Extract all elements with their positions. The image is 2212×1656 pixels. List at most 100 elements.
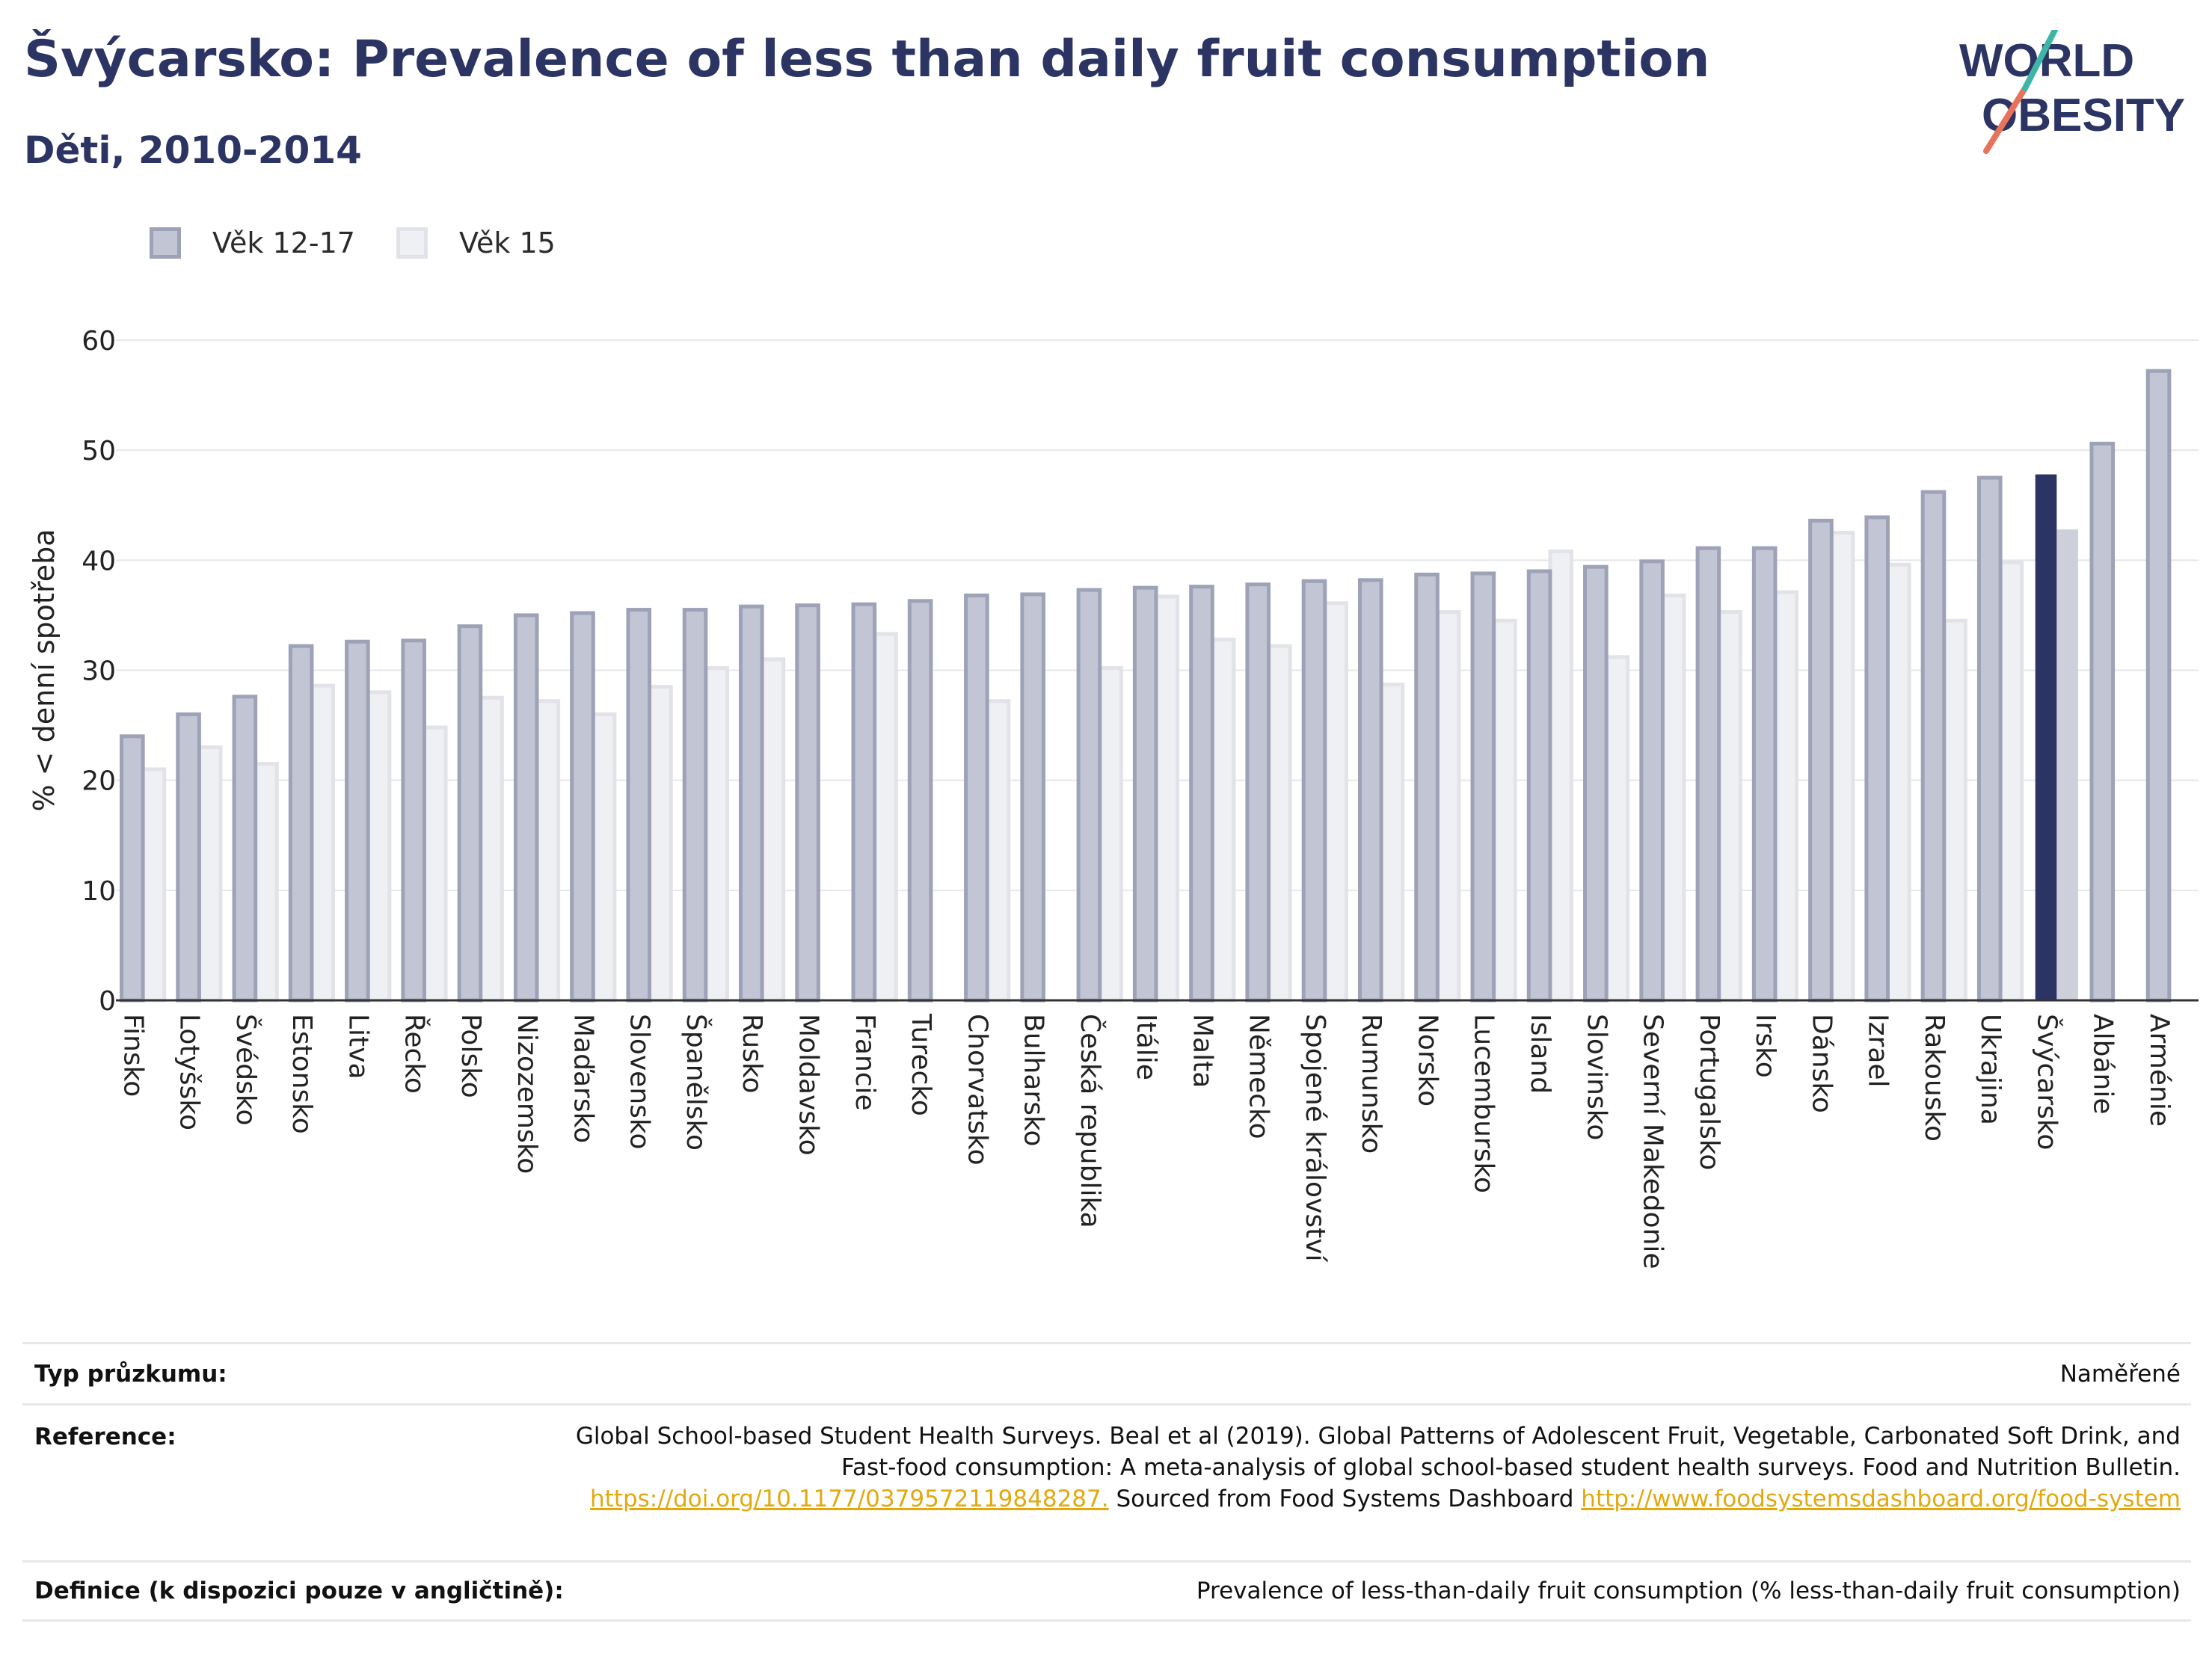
footer-label-definition: Definice (k dispozici pouze v angličtině… [34,1577,564,1604]
bar-series1 [570,611,595,1003]
bar-series1 [964,593,989,1003]
bar-series1 [1132,585,1158,1003]
x-tick-label: Island [1525,1014,1555,1094]
bar-series2 [985,699,1011,1003]
legend-item-series2[interactable]: Věk 15 [396,227,556,259]
y-tick-label: 20 [82,766,116,797]
y-tick-label: 40 [82,546,116,576]
bar-series1 [1470,571,1496,1003]
footer-row-survey-type: Typ průzkumu: Naměřené [22,1342,2191,1403]
bar-series2 [1829,531,1855,1003]
bar-series1 [1808,518,1834,1003]
reference-text: Global School-based Student Health Surve… [575,1423,2181,1481]
x-tick-label: Lucembursko [1469,1014,1499,1193]
bar-series1 [1583,564,1609,1003]
chart-footer: Typ průzkumu: Naměřené Reference: Global… [22,1342,2191,1622]
x-tick-label: Finsko [117,1014,148,1097]
bar-series1 [345,639,370,1003]
bar-series2 [1492,618,1517,1003]
x-tick-label: Maďarsko [568,1014,598,1143]
page-title: Švýcarsko: Prevalence of less than daily… [24,30,1710,89]
bar-series2 [2056,529,2078,1000]
footer-value-definition: Prevalence of less-than-daily fruit cons… [1196,1577,2181,1604]
footer-label-reference: Reference: [34,1423,176,1450]
x-tick-label: Arménie [2144,1014,2175,1127]
bar-series2 [1717,610,1742,1003]
x-tick-label: Dánsko [1806,1014,1837,1113]
bar-series2 [1998,560,2024,1003]
bar-series2 [1267,644,1292,1003]
x-tick-label: Litva [342,1014,373,1080]
x-tick-label: Irsko [1750,1014,1781,1078]
x-tick-label: Francie [850,1014,880,1111]
x-tick-label: Turecko [906,1013,936,1116]
y-tick-label: 10 [82,876,116,907]
bar-series1 [1695,546,1721,1003]
bar-series1 [401,638,426,1003]
bar-series2 [141,767,167,1003]
y-axis-label: % < denní spotřeba [28,529,61,811]
x-tick-label: Rusko [737,1014,767,1094]
bar-series2 [1660,593,1686,1003]
bar-series1 [1020,592,1045,1003]
bar-series1 [288,644,314,1003]
x-tick-label: Rakousko [1919,1014,1950,1142]
x-tick-label: Moldavsko [793,1014,824,1156]
bar-series2 [873,632,898,1003]
bar-series2 [1548,550,1573,1003]
x-tick-label: Řecko [399,1014,431,1094]
bar-series2 [704,666,729,1003]
x-tick-label: Švýcarsko [2031,1014,2062,1150]
x-tick-label: Estonsko [286,1014,317,1134]
y-tick-label: 50 [82,436,116,467]
x-tick-label: Itálie [1131,1014,1161,1080]
footer-value-survey-type: Naměřené [2059,1360,2181,1388]
bar-series1 [1357,578,1383,1003]
bar-series1 [1189,585,1214,1003]
bar-series2 [1773,590,1799,1003]
bar-series1 [513,613,539,1003]
x-tick-label: Španělsko [681,1014,712,1151]
bar-series2 [760,657,786,1003]
x-tick-label: Norsko [1412,1014,1443,1106]
bar-series1 [1976,475,2003,1003]
bar-chart: 0 10 20 30 40 50 60 % < denní spotřeba Finsko Lot… [28,326,2199,1269]
x-tick-label: Izrael [1863,1014,1893,1088]
bar-series1 [682,608,708,1003]
world-obesity-logo: WORLD OBESITY [1959,30,2185,154]
bar-series2 [1154,594,1180,1003]
y-tick-label: 0 [99,986,116,1017]
bar-series2 [1942,618,1967,1003]
bar-series2 [310,683,336,1003]
bar-series1 [907,599,933,1003]
x-tick-label: Albánie [2088,1014,2119,1115]
x-tick-label: Malta [1187,1014,1217,1088]
legend-label-series2: Věk 15 [458,227,556,259]
footer-row-reference: Reference: Global School-based Student H… [22,1403,2191,1560]
bar-series1 [1864,515,1890,1003]
bar-series2 [1604,655,1630,1003]
bar-series1 [1076,588,1102,1003]
legend-item-series1[interactable]: Věk 12-17 [150,227,355,259]
reference-doi-link[interactable]: https://doi.org/10.1177/0379572119848287… [590,1486,1109,1512]
x-tick-label: Švédsko [230,1014,262,1126]
bar-series2 [1886,562,1911,1003]
y-tick-label: 60 [82,326,116,357]
legend-swatch-series2 [396,227,428,259]
bar-series2 [479,695,504,1003]
bar-series2 [591,712,617,1003]
x-tick-label: Slovinsko [1581,1014,1612,1140]
legend-swatch-series1 [150,227,181,259]
reference-dashboard-link[interactable]: http://www.foodsystemsdashboard.org/food… [1581,1486,2181,1512]
y-tick-label: 30 [82,656,116,687]
x-tick-label: Bulharsko [1019,1014,1049,1147]
bar-series1 [2035,474,2057,1000]
bar-series1 [1526,569,1552,1003]
x-tick-label: Česká republika [1075,1014,1106,1228]
x-tick-label: Spojené království [1300,1014,1330,1263]
bar-series1 [120,734,145,1003]
bar-series2 [1210,637,1236,1003]
x-tick-label: Nizozemsko [511,1014,542,1174]
bar-series1 [2089,441,2116,1003]
footer-label-survey-type: Typ průzkumu: [34,1360,227,1388]
